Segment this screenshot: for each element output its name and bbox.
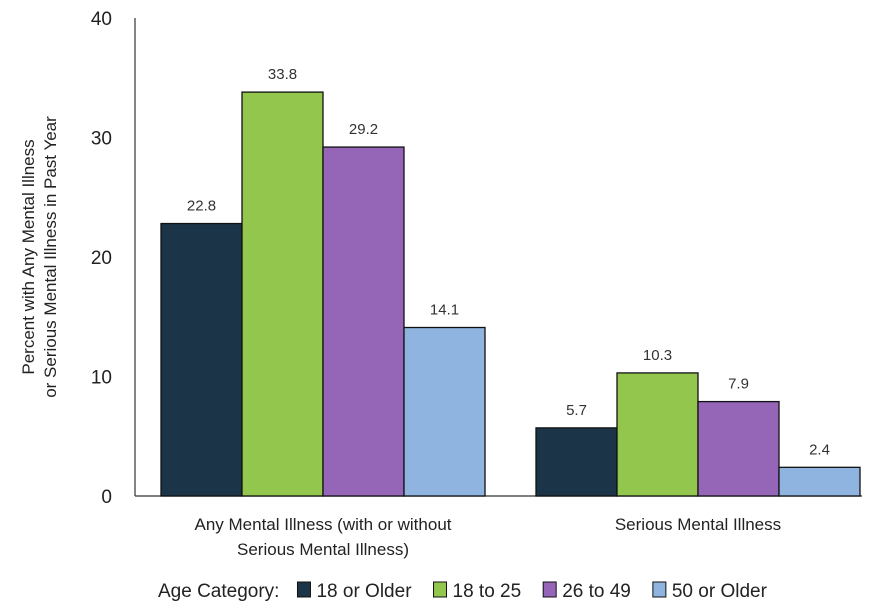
x-category-label: Serious Mental Illness): [237, 540, 409, 559]
legend-swatch: [542, 581, 557, 598]
bar: [616, 372, 699, 497]
bar: [160, 222, 243, 497]
bar: [535, 427, 618, 497]
legend-swatch: [652, 581, 667, 598]
value-labels: 22.8 33.8 29.2 14.1 5.7 10.3 7.9 2.4: [187, 66, 830, 458]
data-label: 22.8: [187, 198, 216, 215]
bar: [241, 91, 324, 497]
data-label: 2.4: [809, 441, 830, 458]
y-axis-label-line: Percent with Any Mental Illness: [19, 139, 38, 374]
data-label: 33.8: [268, 66, 297, 83]
bar: [403, 326, 486, 497]
data-label: 5.7: [566, 402, 587, 419]
bar: [778, 466, 861, 497]
y-tick-label: 40: [91, 9, 112, 30]
legend: Age Category: 18 or Older 18 to 25 26 to 49…: [158, 581, 768, 602]
y-axis-label-line: or Serious Mental Illness in Past Year: [41, 116, 60, 398]
data-label: 29.2: [349, 121, 378, 138]
x-category-label: Serious Mental Illness: [615, 515, 781, 534]
data-label: 14.1: [430, 302, 459, 319]
legend-title: Age Category:: [158, 581, 279, 602]
legend-item-label: 50 or Older: [672, 581, 768, 602]
y-axis-label: Percent with Any Mental Illness or Seriou…: [19, 116, 60, 398]
bar: [322, 146, 405, 497]
y-tick-label: 30: [91, 129, 112, 150]
bars: [160, 91, 861, 497]
data-label: 7.9: [728, 376, 749, 393]
legend-swatch: [433, 581, 448, 598]
category-labels: Any Mental Illness (with or without Serio…: [195, 515, 782, 559]
legend-item-label: 18 or Older: [316, 581, 412, 602]
data-label: 10.3: [643, 347, 672, 364]
bar: [697, 400, 780, 497]
legend-item-label: 18 to 25: [453, 581, 522, 602]
y-tick-label: 0: [101, 487, 112, 508]
x-category-label: Any Mental Illness (with or without: [195, 515, 452, 534]
y-tick-labels: 0 10 20 30 40: [91, 9, 112, 508]
legend-swatch: [296, 581, 311, 598]
y-tick-label: 20: [91, 248, 112, 269]
y-tick-label: 10: [91, 368, 112, 389]
legend-item-label: 26 to 49: [562, 581, 631, 602]
